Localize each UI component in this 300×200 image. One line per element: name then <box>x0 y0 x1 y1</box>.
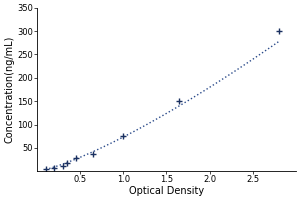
X-axis label: Optical Density: Optical Density <box>129 186 204 196</box>
Y-axis label: Concentration(ng/mL): Concentration(ng/mL) <box>4 36 14 143</box>
